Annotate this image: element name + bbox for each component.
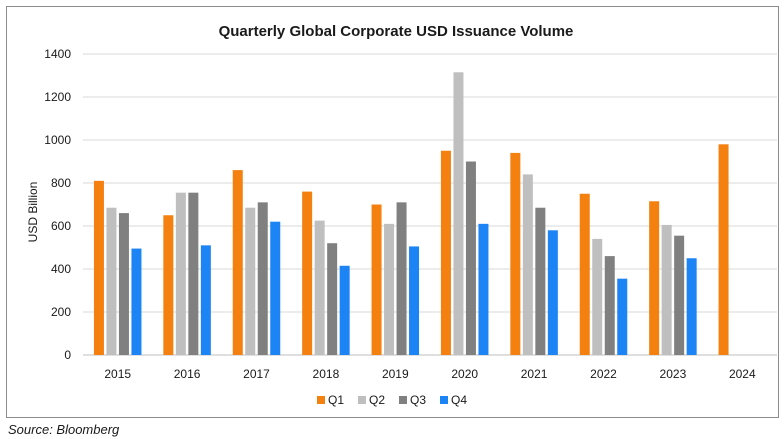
x-tick-label: 2017 <box>243 367 270 381</box>
gridlines <box>83 53 777 356</box>
y-tick-label: 400 <box>51 262 71 276</box>
bar-q4-2022 <box>617 278 628 355</box>
x-tick-label: 2023 <box>660 367 687 381</box>
legend-swatch-q1 <box>317 396 325 404</box>
y-tick-label: 0 <box>64 348 71 362</box>
bar-q3-2020 <box>465 161 476 355</box>
bar-q3-2015 <box>118 213 129 355</box>
legend-label-q1: Q1 <box>328 393 344 407</box>
x-tick-label: 2021 <box>521 367 548 381</box>
bar-q1-2022 <box>579 193 590 355</box>
x-tick-label: 2015 <box>104 367 131 381</box>
bar-q4-2021 <box>547 230 558 355</box>
y-tick-label: 1200 <box>44 90 71 104</box>
legend-label-q3: Q3 <box>410 393 426 407</box>
bar-q4-2023 <box>686 258 697 355</box>
bar-q1-2015 <box>93 180 104 355</box>
bar-q4-2019 <box>409 246 420 355</box>
chart-frame: Quarterly Global Corporate USD Issuance … <box>6 6 779 418</box>
legend-swatch-q3 <box>399 396 407 404</box>
y-tick-label: 1400 <box>44 47 71 61</box>
bar-q2-2022 <box>592 238 603 355</box>
y-tick-label: 800 <box>51 176 71 190</box>
chart-title: Quarterly Global Corporate USD Issuance … <box>219 23 574 40</box>
bar-q3-2017 <box>257 202 268 355</box>
legend: Q1 Q2 Q3 Q4 <box>317 393 467 407</box>
source-note: Source: Bloomberg <box>8 422 120 437</box>
bar-q4-2016 <box>200 245 211 355</box>
legend-swatch-q4 <box>440 396 448 404</box>
bar-q4-2017 <box>270 221 281 355</box>
y-axis-label: USD Billion <box>26 182 40 243</box>
bars <box>93 72 729 356</box>
x-tick-label: 2020 <box>451 367 478 381</box>
bar-q3-2018 <box>327 243 338 355</box>
y-axis-ticks: 0 200 400 600 800 1000 1200 1400 <box>44 47 71 362</box>
bar-q4-2018 <box>339 265 350 355</box>
bar-q1-2024 <box>718 144 729 355</box>
bar-q1-2016 <box>163 215 174 355</box>
legend-label-q2: Q2 <box>369 393 385 407</box>
bar-q3-2019 <box>396 202 407 355</box>
bar-q3-2021 <box>535 207 546 355</box>
bar-q2-2023 <box>661 224 672 355</box>
bar-q2-2016 <box>175 192 186 355</box>
bar-q2-2015 <box>106 207 117 355</box>
legend-swatch-q2 <box>358 396 366 404</box>
legend-label-q4: Q4 <box>451 393 467 407</box>
x-tick-label: 2019 <box>382 367 409 381</box>
y-tick-label: 200 <box>51 305 71 319</box>
x-tick-label: 2016 <box>174 367 201 381</box>
bar-q3-2022 <box>604 256 615 355</box>
x-axis-ticks: 2015 2016 2017 2018 2019 2020 2021 2022 2023 2024 <box>104 367 756 381</box>
bar-q2-2018 <box>314 220 325 355</box>
bar-q1-2018 <box>302 191 313 355</box>
bar-q2-2017 <box>245 207 256 355</box>
bar-q1-2019 <box>371 204 382 355</box>
bar-q2-2020 <box>453 72 464 356</box>
bar-q1-2020 <box>440 150 451 355</box>
bar-q1-2023 <box>649 201 660 355</box>
bar-q3-2016 <box>188 192 199 355</box>
bar-chart: Quarterly Global Corporate USD Issuance … <box>26 23 777 407</box>
y-tick-label: 600 <box>51 219 71 233</box>
bar-q1-2017 <box>232 170 243 355</box>
bar-q2-2021 <box>522 174 533 355</box>
x-tick-label: 2022 <box>590 367 617 381</box>
bar-q2-2019 <box>384 223 395 355</box>
x-tick-label: 2018 <box>313 367 340 381</box>
bar-q4-2015 <box>131 248 142 355</box>
bar-q1-2021 <box>510 152 521 355</box>
y-tick-label: 1000 <box>44 133 71 147</box>
x-tick-label: 2024 <box>729 367 756 381</box>
bar-q4-2020 <box>478 223 489 355</box>
bar-q3-2023 <box>674 235 685 355</box>
